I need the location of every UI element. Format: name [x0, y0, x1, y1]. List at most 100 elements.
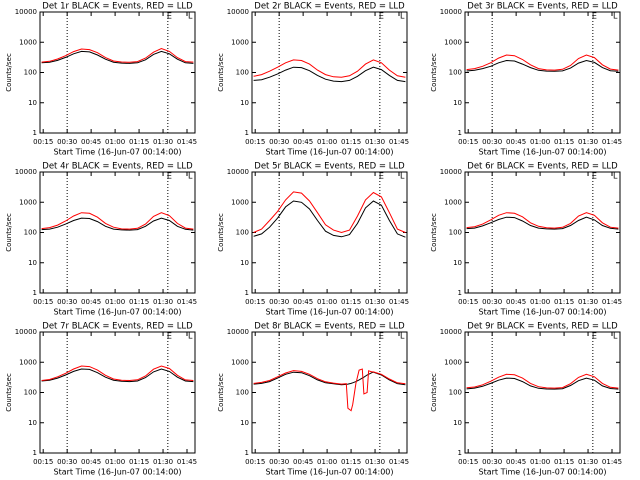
x-tick-label: 01:45	[389, 138, 409, 146]
y-tick-label: 10000	[15, 328, 37, 336]
x-tick-label: 00:15	[33, 298, 53, 306]
plot-frame	[464, 11, 621, 134]
y-tick-label: 100	[236, 69, 249, 77]
plot-frame	[464, 171, 621, 294]
annotation: L	[613, 172, 618, 181]
series-line	[253, 191, 406, 234]
y-tick-label: 10000	[440, 8, 462, 16]
annotation: L	[188, 172, 193, 181]
x-tick-label: 01:45	[177, 298, 197, 306]
series-line	[466, 54, 619, 71]
y-tick-label: 1	[33, 129, 37, 137]
y-tick-label: 10000	[227, 328, 249, 336]
y-tick-label: 10	[453, 259, 462, 267]
plot-frame	[39, 331, 196, 454]
x-tick-label: 00:30	[482, 298, 502, 306]
y-tick-label: 10	[28, 259, 37, 267]
x-tick-label: 00:30	[482, 138, 502, 146]
series-line	[41, 50, 194, 64]
x-tick-label: 00:15	[245, 138, 265, 146]
annotation: L	[400, 12, 405, 21]
chart-title: Det 4r BLACK = Events, RED = LLD	[42, 162, 193, 172]
y-tick-label: 1	[245, 449, 249, 457]
y-tick-label: 1	[245, 289, 249, 297]
x-tick-label: 01:15	[554, 298, 574, 306]
y-axis-label: Counts/sec	[217, 213, 225, 252]
x-tick-label: 01:45	[389, 298, 409, 306]
y-axis-label: Counts/sec	[5, 213, 13, 252]
series-line	[41, 217, 194, 231]
y-tick-label: 1000	[231, 358, 249, 366]
series-line	[253, 59, 406, 78]
y-axis-label: Counts/sec	[430, 373, 438, 412]
x-tick-label: 01:45	[602, 458, 622, 466]
y-tick-label: 100	[236, 229, 249, 237]
x-tick-label: 00:45	[293, 138, 313, 146]
plot-frame	[251, 331, 408, 454]
y-tick-label: 100	[24, 69, 37, 77]
x-tick-label: 01:15	[129, 458, 149, 466]
series-line	[41, 365, 194, 382]
x-tick-label: 01:45	[602, 298, 622, 306]
plot-frame	[39, 171, 196, 294]
annotation: L	[613, 12, 618, 21]
x-tick-label: 00:30	[269, 458, 289, 466]
x-tick-label: 00:15	[458, 458, 478, 466]
x-tick-label: 00:30	[269, 138, 289, 146]
x-tick-label: 01:45	[602, 138, 622, 146]
x-axis-label: Start Time (16-Jun-07 00:14:00)	[479, 148, 607, 157]
y-tick-label: 1000	[231, 198, 249, 206]
annotation: E	[167, 332, 172, 341]
x-tick-label: 01:00	[530, 138, 550, 146]
x-tick-label: 01:00	[317, 138, 337, 146]
y-tick-label: 10000	[15, 168, 37, 176]
x-tick-label: 00:15	[458, 138, 478, 146]
chart-title: Det 5r BLACK = Events, RED = LLD	[254, 162, 405, 172]
x-tick-label: 01:00	[105, 458, 125, 466]
x-tick-label: 00:30	[57, 138, 77, 146]
plot-frame	[39, 11, 196, 134]
chart-title: Det 1r BLACK = Events, RED = LLD	[42, 2, 193, 12]
x-tick-label: 01:45	[177, 138, 197, 146]
x-tick-label: 01:30	[153, 298, 173, 306]
y-tick-label: 1	[458, 289, 462, 297]
x-tick-label: 00:45	[506, 138, 526, 146]
y-axis-label: Counts/sec	[430, 53, 438, 92]
y-tick-label: 100	[449, 229, 462, 237]
plot-frame	[464, 331, 621, 454]
x-tick-label: 00:45	[81, 458, 101, 466]
series-line	[253, 200, 406, 238]
x-tick-label: 01:00	[317, 298, 337, 306]
y-tick-label: 10	[453, 419, 462, 427]
x-tick-label: 00:45	[293, 298, 313, 306]
x-axis-label: Start Time (16-Jun-07 00:14:00)	[266, 308, 394, 317]
x-tick-label: 01:15	[341, 298, 361, 306]
x-tick-label: 00:45	[506, 458, 526, 466]
x-axis-label: Start Time (16-Jun-07 00:14:00)	[54, 468, 182, 477]
annotation: E	[379, 12, 384, 21]
x-tick-label: 01:30	[578, 298, 598, 306]
y-tick-label: 1	[458, 129, 462, 137]
y-tick-label: 1	[33, 289, 37, 297]
y-tick-label: 10000	[440, 168, 462, 176]
annotation: E	[592, 332, 597, 341]
chart-title: Det 9r BLACK = Events, RED = LLD	[467, 322, 618, 332]
series-line	[253, 368, 406, 412]
y-tick-label: 10	[240, 99, 249, 107]
y-axis-label: Counts/sec	[217, 53, 225, 92]
annotation: L	[400, 332, 405, 341]
x-tick-label: 01:00	[317, 458, 337, 466]
y-axis-label: Counts/sec	[5, 53, 13, 92]
y-tick-label: 1000	[231, 38, 249, 46]
annotation: E	[379, 332, 384, 341]
x-axis-label: Start Time (16-Jun-07 00:14:00)	[479, 308, 607, 317]
y-tick-label: 100	[449, 389, 462, 397]
series-line	[41, 47, 194, 63]
y-tick-label: 10000	[227, 168, 249, 176]
y-tick-label: 10000	[440, 328, 462, 336]
y-tick-label: 1	[33, 449, 37, 457]
annotation: L	[613, 332, 618, 341]
series-line	[466, 377, 619, 390]
series-line	[466, 59, 619, 72]
